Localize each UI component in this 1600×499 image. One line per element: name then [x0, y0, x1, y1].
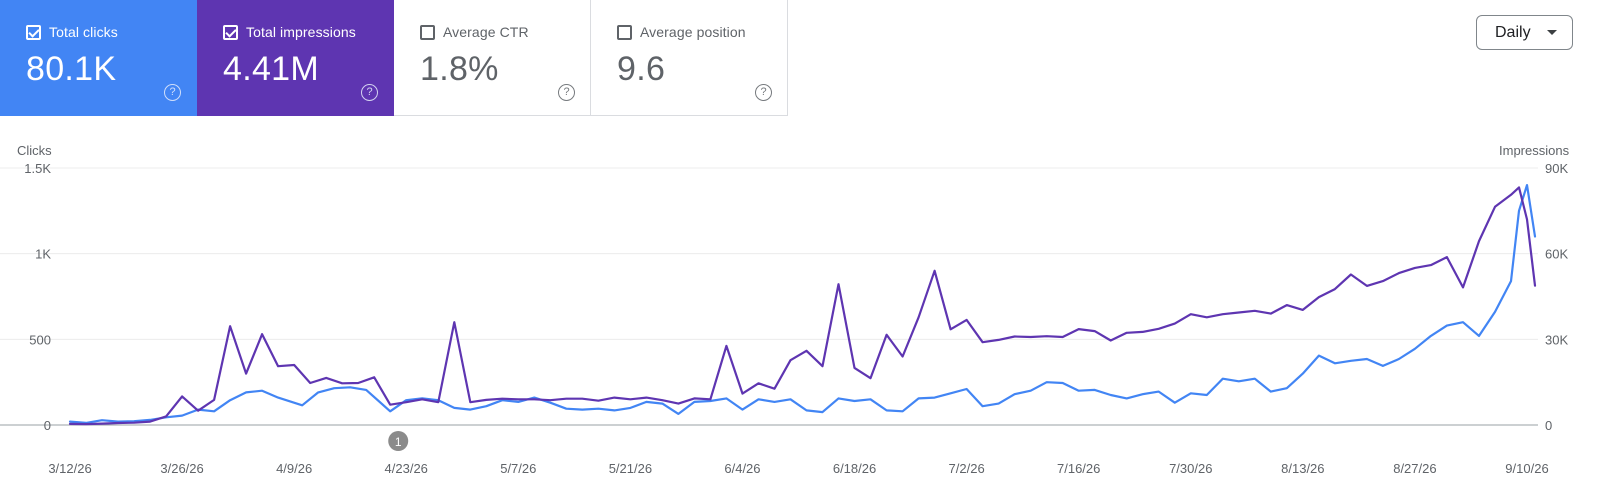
caret-down-icon [1547, 30, 1557, 35]
help-circle-icon[interactable]: ? [558, 84, 575, 101]
x-tick-label: 4/23/26 [385, 461, 428, 476]
card-label: Total impressions [246, 24, 356, 40]
x-tick-label: 3/12/26 [48, 461, 91, 476]
help-circle-icon[interactable]: ? [755, 84, 772, 101]
x-tick-label: 7/16/26 [1057, 461, 1100, 476]
help-circle-icon[interactable]: ? [361, 84, 378, 101]
card-header: Total impressions [223, 22, 393, 42]
y-tick-right: 90K [1545, 161, 1568, 176]
average-position-card[interactable]: Average position 9.6 ? [591, 0, 788, 116]
average-ctr-card[interactable]: Average CTR 1.8% ? [394, 0, 591, 116]
card-value: 4.41M [223, 50, 319, 88]
card-value: 9.6 [617, 50, 666, 88]
right-axis-title: Impressions [1499, 143, 1570, 158]
x-tick-label: 5/21/26 [609, 461, 652, 476]
annotation-marker[interactable] [388, 431, 409, 451]
x-tick-label: 5/7/26 [500, 461, 536, 476]
y-tick-left: 500 [29, 332, 51, 347]
checkbox-icon[interactable] [617, 24, 632, 40]
card-value: 80.1K [26, 50, 117, 88]
metric-cards: Total clicks 80.1K ? Total impressions 4… [0, 0, 788, 116]
granularity-label: Daily [1495, 23, 1531, 41]
granularity-dropdown[interactable]: Daily [1476, 15, 1573, 50]
x-tick-label: 7/2/26 [949, 461, 985, 476]
y-tick-left: 0 [44, 418, 51, 433]
x-tick-label: 8/13/26 [1281, 461, 1324, 476]
x-tick-label: 7/30/26 [1169, 461, 1212, 476]
checkbox-icon[interactable] [420, 24, 435, 40]
card-label: Total clicks [49, 24, 118, 40]
clicks-series-line [68, 184, 1537, 424]
card-label: Average position [640, 24, 746, 40]
x-tick-label: 6/18/26 [833, 461, 876, 476]
left-axis-title: Clicks [17, 143, 52, 158]
y-tick-left: 1.5K [24, 161, 51, 176]
x-tick-label: 4/9/26 [276, 461, 312, 476]
annotation-label: 1 [395, 435, 402, 449]
card-value: 1.8% [420, 50, 499, 88]
total-impressions-card[interactable]: Total impressions 4.41M ? [197, 0, 394, 116]
checkbox-icon[interactable] [26, 24, 41, 40]
y-tick-right: 30K [1545, 332, 1568, 347]
card-header: Total clicks [26, 22, 196, 42]
y-tick-right: 0 [1545, 418, 1552, 433]
x-tick-label: 6/4/26 [724, 461, 760, 476]
card-header: Average CTR [420, 22, 590, 42]
card-label: Average CTR [443, 24, 529, 40]
y-tick-right: 60K [1545, 247, 1568, 262]
total-clicks-card[interactable]: Total clicks 80.1K ? [0, 0, 197, 116]
checkbox-icon[interactable] [223, 24, 238, 40]
x-tick-label: 3/26/26 [160, 461, 203, 476]
y-tick-left: 1K [35, 247, 51, 262]
help-circle-icon[interactable]: ? [164, 84, 181, 101]
x-tick-label: 9/10/26 [1505, 461, 1548, 476]
impressions-series-line [68, 186, 1537, 426]
x-tick-label: 8/27/26 [1393, 461, 1436, 476]
card-header: Average position [617, 22, 787, 42]
